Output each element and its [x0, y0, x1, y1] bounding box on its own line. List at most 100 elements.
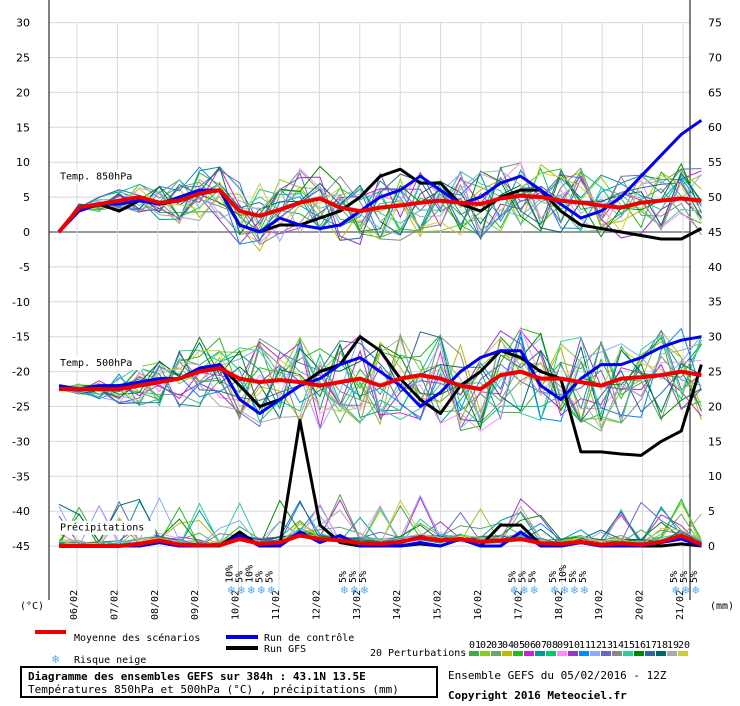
snow-risk-pct: 5%	[548, 571, 559, 583]
x-tick-label: 17/02	[513, 590, 524, 620]
snow-risk-pct: 10%	[245, 565, 256, 583]
x-tick-label: 14/02	[392, 590, 403, 620]
perturbation-swatch	[513, 651, 523, 656]
perturbation-number: 01	[469, 640, 481, 651]
snowflake-icon: ❄	[52, 652, 59, 666]
y-tick-left: -10	[12, 296, 30, 309]
perturbation-swatch	[612, 651, 622, 656]
perturbation-number: 17	[645, 640, 657, 651]
y-tick-left: -40	[12, 505, 30, 518]
y-tick-left: -35	[12, 470, 30, 483]
perturbation-line-500	[58, 338, 702, 432]
snow-risk-pct: 10%	[558, 565, 569, 583]
footer-subtitle: Températures 850hPa et 500hPa (°C) , pré…	[28, 683, 399, 696]
panel-labels: Temp. 850hPa Temp. 500hPa Précipitations	[57, 169, 156, 535]
perturbation-number: 16	[634, 640, 646, 651]
y-tick-left: -30	[12, 435, 30, 448]
perturbation-number: 09	[557, 640, 569, 651]
y-tick-right: 70	[708, 51, 722, 64]
perturbation-swatch	[656, 651, 666, 656]
legend-snow-label: Risque neige	[74, 655, 146, 666]
footer-title-box: Diagramme des ensembles GEFS sur 384h : …	[20, 666, 438, 698]
y-tick-left: -25	[12, 401, 30, 414]
y-tick-right: 25	[708, 366, 722, 379]
perturbation-line-precip	[58, 505, 702, 547]
y-tick-right: 45	[708, 226, 722, 239]
perturbation-number: 13	[601, 640, 613, 651]
perturbation-swatch	[645, 651, 655, 656]
snow-risk-pct: 5%	[265, 571, 276, 583]
x-tick-label: 12/02	[311, 590, 322, 620]
main-series-lines	[57, 119, 703, 548]
snow-risk-pct: 5%	[527, 571, 538, 583]
perturbation-number: 06	[524, 640, 536, 651]
x-tick-label: 10/02	[231, 590, 242, 620]
x-tick-label: 20/02	[635, 590, 646, 620]
snowflake-icon: ❄	[361, 583, 368, 597]
perturbation-line-500	[58, 334, 702, 424]
y-tick-left: 0	[23, 226, 30, 239]
legend-control-label: Run de contrôle	[264, 632, 354, 644]
perturbation-lines	[58, 161, 702, 548]
perturbation-swatch	[678, 651, 688, 656]
y-tick-left: 10	[16, 156, 30, 169]
perturbation-swatch	[601, 651, 611, 656]
snow-risk-pct: 10%	[225, 565, 236, 583]
y-tick-left: 25	[16, 52, 30, 65]
snow-risk-pct: 5%	[348, 571, 359, 583]
right-axis-unit: (mm)	[710, 601, 734, 612]
y-tick-left: -15	[12, 331, 30, 344]
y-tick-right: 10	[708, 470, 722, 483]
snow-risk-pct: 5%	[517, 571, 528, 583]
perturbation-swatch	[491, 651, 501, 656]
snowflake-icon: ❄	[672, 583, 679, 597]
perturbation-number: 10	[568, 640, 580, 651]
x-tick-label: 15/02	[433, 590, 444, 620]
panel-label-bg	[57, 356, 143, 371]
legend-gfs-label: Run GFS	[264, 644, 306, 655]
snow-risk-pct: 5%	[568, 571, 579, 583]
snowflake-icon: ❄	[571, 583, 578, 597]
snow-risk-pct: 5%	[669, 571, 680, 583]
y-tick-right: 30	[708, 331, 722, 344]
panel-label: Précipitations	[60, 522, 144, 534]
moyenne-des-sce-narios-500	[59, 366, 702, 392]
snow-risk-pct: 5%	[255, 571, 266, 583]
perturbation-number: 12	[590, 640, 602, 651]
x-tick-label: 07/02	[109, 590, 120, 620]
snowflake-icon: ❄	[341, 583, 348, 597]
x-tick-label: 19/02	[594, 590, 605, 620]
snowflake-icon: ❄	[692, 583, 699, 597]
snow-risk-pct: 5%	[338, 571, 349, 583]
perturbation-number: 14	[612, 640, 624, 651]
snowflake-icon: ❄	[268, 583, 275, 597]
perturbation-number: 11	[579, 640, 591, 651]
x-tick-label: 09/02	[190, 590, 201, 620]
moyenne-des-sce-narios-850	[57, 188, 702, 234]
perturbation-number: 15	[623, 640, 635, 651]
snowflake-icon: ❄	[561, 583, 568, 597]
perturbation-swatch	[480, 651, 490, 656]
snowflake-icon: ❄	[551, 583, 558, 597]
y-tick-right: 65	[708, 86, 722, 99]
chart-legend: Moyenne des scénarios Run de contrôleRun …	[35, 630, 690, 666]
y-tick-right: 20	[708, 400, 722, 413]
perturbation-line-850	[58, 162, 702, 238]
perturbation-line-precip	[58, 494, 702, 548]
perturbation-swatch	[590, 651, 600, 656]
snow-risk-row: 10%❄5%❄10%❄5%❄5%❄5%❄5%❄5%❄5%❄5%❄5%❄5%❄10…	[225, 565, 700, 597]
perturbation-number: 08	[546, 640, 558, 651]
x-tick-label: 18/02	[554, 590, 565, 620]
ensemble-run-text: Ensemble GEFS du 05/02/2016 - 12Z	[448, 669, 667, 682]
left-axis-unit: (°C)	[20, 601, 44, 612]
snow-risk-pct: 5%	[358, 571, 369, 583]
perturbation-number: 18	[656, 640, 668, 651]
perturbation-line-850	[58, 170, 702, 233]
x-tick-label: 16/02	[473, 590, 484, 620]
perturbation-swatch	[469, 651, 479, 656]
perturbation-number: 02	[480, 640, 492, 651]
perturbation-number: 19	[667, 640, 679, 651]
panel-label: Temp. 500hPa	[60, 358, 132, 369]
perturbation-swatch	[546, 651, 556, 656]
y-tick-right: 5	[708, 505, 715, 518]
